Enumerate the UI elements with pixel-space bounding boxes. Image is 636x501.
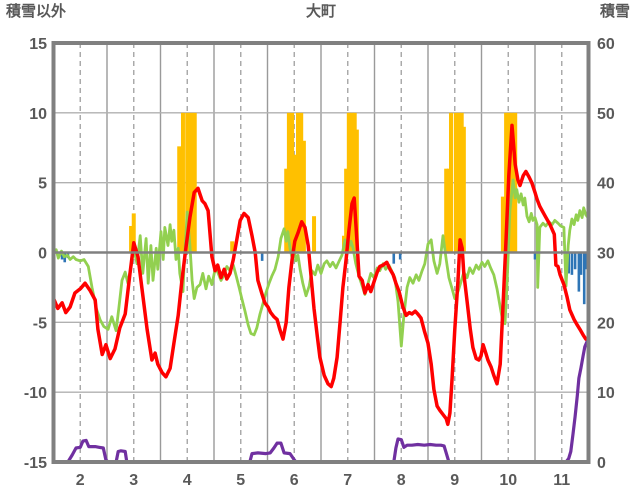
- blue-bar: [570, 252, 574, 275]
- x-axis-tick-label: 5: [236, 472, 245, 489]
- orange-bar: [290, 112, 295, 253]
- x-axis-tick-label: 6: [290, 472, 299, 489]
- orange-bar: [346, 112, 351, 253]
- chart-title: 大町: [305, 3, 336, 20]
- left-axis-tick-label: 5: [38, 176, 47, 193]
- blue-bar: [582, 252, 586, 305]
- right-axis-tick-label: 30: [597, 246, 615, 263]
- right-axis-title: 積雪: [599, 3, 630, 20]
- orange-bar: [344, 168, 349, 253]
- orange-bar: [350, 112, 355, 253]
- orange-bar: [286, 112, 291, 253]
- orange-bar: [131, 213, 136, 253]
- orange-bar: [513, 112, 518, 253]
- orange-bar: [192, 112, 197, 253]
- right-axis-tick-label: 0: [597, 455, 606, 472]
- orange-bar: [352, 112, 357, 253]
- blue-bar: [584, 252, 588, 270]
- right-axis-tick-label: 40: [597, 176, 615, 193]
- blue-bar: [579, 252, 583, 275]
- left-axis-tick-label: -5: [33, 315, 47, 332]
- orange-bar: [180, 112, 185, 253]
- left-axis-title: 積雪以外: [6, 3, 67, 20]
- orange-bar: [504, 112, 509, 253]
- orange-bar: [449, 112, 454, 253]
- blue-bar: [392, 252, 396, 264]
- blue-bar: [567, 252, 571, 274]
- left-axis-tick-label: 0: [38, 246, 47, 263]
- blue-bar: [577, 252, 581, 292]
- red-line: [53, 123, 588, 427]
- purple-snow-line: [53, 338, 589, 462]
- right-axis-tick-label: 10: [597, 385, 615, 402]
- orange-bar: [299, 112, 304, 253]
- orange-bar: [500, 196, 505, 253]
- orange-bar: [284, 168, 289, 253]
- blue-bar: [260, 252, 264, 261]
- orange-bar: [453, 112, 458, 253]
- orange-bar: [292, 154, 297, 253]
- x-axis-tick-label: 10: [499, 472, 517, 489]
- orange-bar: [457, 112, 462, 253]
- left-axis-tick-label: 10: [29, 106, 47, 123]
- orange-bar: [177, 146, 182, 253]
- orange-bar: [185, 112, 190, 253]
- x-axis-tick-label: 3: [129, 472, 138, 489]
- right-axis-tick-label: 60: [597, 36, 615, 53]
- orange-bar: [444, 168, 449, 253]
- plot-frame: [51, 41, 591, 464]
- orange-bar: [301, 140, 306, 253]
- blue-bar: [398, 252, 402, 260]
- orange-bar: [354, 129, 359, 253]
- x-axis-tick-label: 2: [76, 472, 85, 489]
- blue-bar: [533, 252, 537, 260]
- x-axis-tick-label: 11: [553, 472, 570, 489]
- orange-bar: [459, 112, 464, 253]
- x-axis-tick-label: 7: [343, 472, 352, 489]
- blue-bar: [573, 252, 577, 270]
- left-axis-tick-label: 15: [29, 36, 47, 53]
- orange-bar: [446, 168, 451, 253]
- x-axis-tick-label: 4: [183, 472, 192, 489]
- left-axis-tick-label: -15: [24, 455, 47, 472]
- orange-bar: [312, 216, 317, 253]
- x-axis-tick-label: 8: [397, 472, 406, 489]
- orange-bar: [129, 225, 134, 253]
- blue-bar: [60, 252, 64, 260]
- orange-bar: [230, 241, 235, 253]
- left-axis-tick-label: -10: [24, 385, 47, 402]
- orange-bar: [295, 112, 300, 253]
- orange-bar: [188, 112, 193, 253]
- orange-bar: [461, 126, 466, 253]
- right-axis-tick-label: 50: [597, 106, 615, 123]
- x-axis-tick-label: 9: [450, 472, 459, 489]
- right-axis-tick-label: 20: [597, 315, 615, 332]
